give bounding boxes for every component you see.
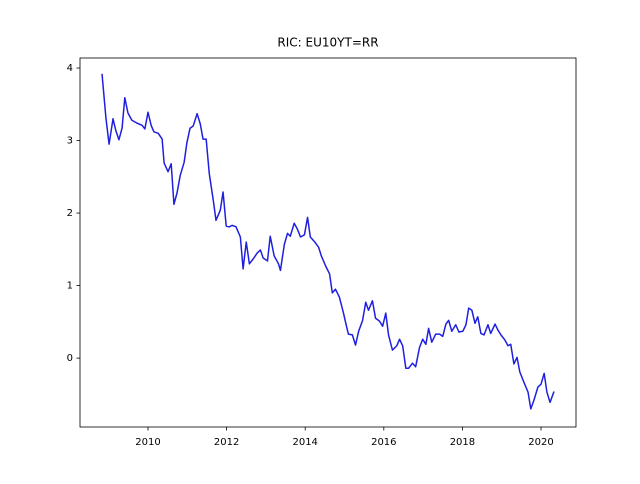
x-tick-label: 2018 [450, 437, 475, 448]
x-tick-label: 2016 [371, 437, 396, 448]
x-tick-label: 2010 [135, 437, 160, 448]
x-tick-label: 2014 [292, 437, 317, 448]
y-tick-label: 4 [67, 63, 73, 74]
x-tick-label: 2012 [214, 437, 239, 448]
y-tick-label: 3 [67, 136, 73, 147]
plot-frame [79, 57, 577, 428]
y-tick-label: 1 [67, 281, 73, 292]
y-tick-label: 2 [67, 208, 73, 219]
chart-title: RIC: EU10YT=RR [277, 36, 378, 50]
y-tick-label: 0 [67, 353, 73, 364]
line-series [101, 73, 555, 410]
x-tick-label: 2020 [528, 437, 553, 448]
